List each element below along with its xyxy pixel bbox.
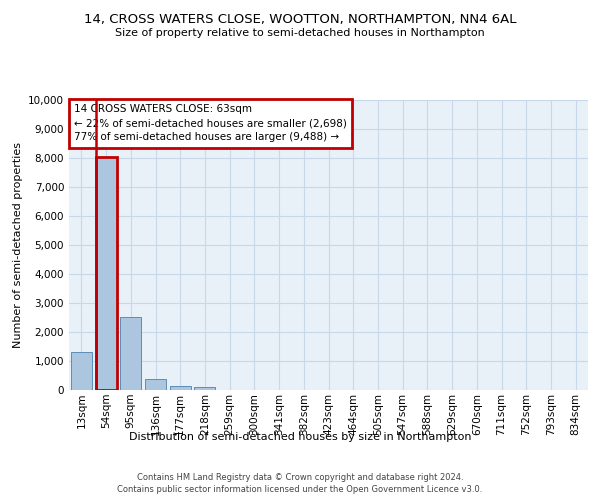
Text: Contains public sector information licensed under the Open Government Licence v3: Contains public sector information licen… [118, 485, 482, 494]
Text: Distribution of semi-detached houses by size in Northampton: Distribution of semi-detached houses by … [129, 432, 471, 442]
Y-axis label: Number of semi-detached properties: Number of semi-detached properties [13, 142, 23, 348]
Text: 14 CROSS WATERS CLOSE: 63sqm
← 22% of semi-detached houses are smaller (2,698)
7: 14 CROSS WATERS CLOSE: 63sqm ← 22% of se… [74, 104, 347, 142]
Bar [170, 386, 191, 390]
Text: Size of property relative to semi-detached houses in Northampton: Size of property relative to semi-detach… [115, 28, 485, 38]
Bar [145, 378, 166, 390]
Bar [120, 317, 141, 390]
Text: Contains HM Land Registry data © Crown copyright and database right 2024.: Contains HM Land Registry data © Crown c… [137, 472, 463, 482]
Text: 14, CROSS WATERS CLOSE, WOOTTON, NORTHAMPTON, NN4 6AL: 14, CROSS WATERS CLOSE, WOOTTON, NORTHAM… [84, 12, 516, 26]
Bar [95, 158, 116, 390]
Bar [194, 387, 215, 390]
Bar [71, 352, 92, 390]
